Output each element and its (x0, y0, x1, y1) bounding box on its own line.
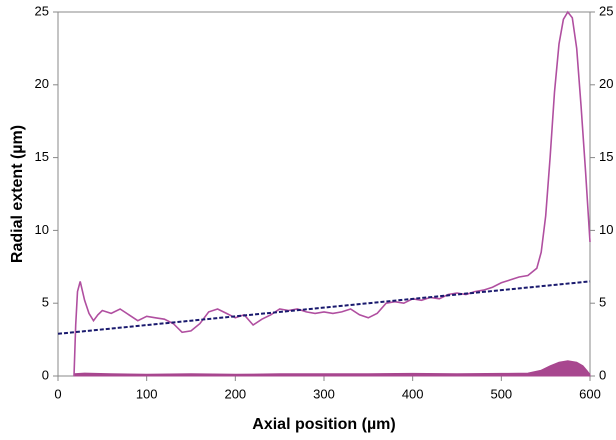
x-tick-label: 0 (54, 386, 61, 401)
x-tick-label: 100 (136, 386, 158, 401)
y-tick-label: 10 (35, 222, 49, 237)
y2-tick-label: 0 (599, 367, 606, 382)
y-axis-title: Radial extent (µm) (9, 125, 26, 263)
y2-tick-label: 25 (599, 3, 613, 18)
x-tick-label: 400 (402, 386, 424, 401)
trend-line (57, 280, 591, 335)
y2-tick-label: 20 (599, 76, 613, 91)
x-axis-title: Axial position (µm) (252, 416, 395, 433)
y-tick-label: 15 (35, 149, 49, 164)
x-tick-label: 300 (313, 386, 335, 401)
y2-tick-label: 5 (599, 295, 606, 310)
y-tick-label: 0 (42, 367, 49, 382)
x-tick-label: 200 (224, 386, 246, 401)
y-tick-label: 25 (35, 3, 49, 18)
area (73, 360, 591, 377)
y2-tick-label: 15 (599, 149, 613, 164)
y-tick-label: 20 (35, 76, 49, 91)
x-tick-label: 600 (579, 386, 601, 401)
profile-line (73, 10, 591, 377)
y2-tick-label: 10 (599, 222, 613, 237)
y-tick-label: 5 (42, 295, 49, 310)
x-tick-label: 500 (490, 386, 512, 401)
